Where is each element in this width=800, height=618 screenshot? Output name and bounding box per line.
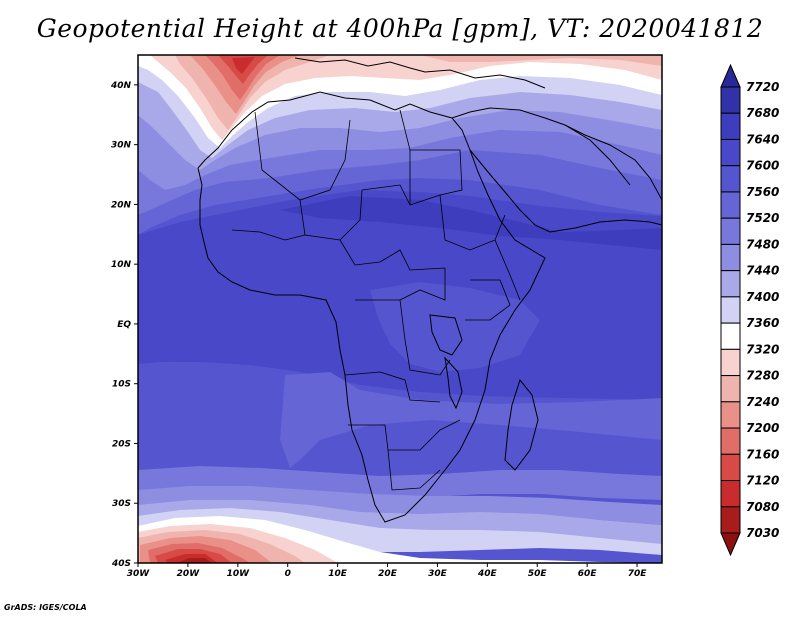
colorbar-label: 7080 — [746, 500, 779, 514]
lat-label: 40S — [111, 559, 131, 569]
colorbar-swatch — [720, 453, 741, 482]
lat-label: 20S — [112, 439, 131, 449]
lat-label: 10N — [111, 260, 132, 270]
plot-frame — [137, 54, 663, 564]
lon-label: 60E — [578, 569, 598, 579]
colorbar-swatch — [720, 165, 741, 193]
coastlines — [197, 57, 662, 523]
colorbar-label: 7560 — [746, 185, 779, 199]
colorbar-label: 7480 — [746, 237, 779, 251]
lon-label: 70E — [628, 569, 648, 579]
lat-label: 30S — [112, 499, 131, 509]
colorbar-min-arrow — [720, 532, 741, 557]
colorbar-label: 7600 — [746, 159, 779, 173]
lon-label: 30E — [428, 569, 448, 579]
colorbar-label: 7320 — [746, 342, 779, 356]
colorbar-label: 7400 — [746, 290, 779, 304]
lon-label: 10E — [328, 569, 348, 579]
lon-label: 10W — [227, 569, 251, 579]
colorbar-label: 7720 — [746, 80, 779, 94]
lon-label: 50E — [528, 569, 548, 579]
lon-label: 30W — [127, 569, 151, 579]
lat-label: 30N — [111, 141, 132, 151]
lon-label: 20E — [378, 569, 398, 579]
country-borders — [231, 109, 521, 491]
colorbar-swatch — [720, 217, 741, 245]
colorbar-swatch — [720, 112, 741, 140]
colorbar-label: 7160 — [746, 447, 779, 461]
lat-label: 10S — [112, 380, 131, 390]
colorbar: 7720 7680 7640 7600 7560 7520 7480 7440 7400 7360… — [720, 63, 779, 557]
colorbar-max-arrow — [720, 63, 741, 88]
colorbar-swatch — [720, 480, 741, 508]
colorbar-label: 7520 — [746, 211, 779, 225]
colorbar-swatch — [720, 270, 741, 298]
colorbar-label: 7200 — [746, 421, 779, 435]
lat-label: 20N — [111, 200, 132, 210]
colorbar-swatch — [720, 191, 741, 219]
colorbar-swatch — [720, 427, 741, 455]
lon-label: 0 — [285, 569, 291, 579]
grads-credit: GrADS: IGES/COLA — [4, 603, 87, 612]
colorbar-label: 7440 — [746, 264, 779, 278]
colorbar-swatch — [720, 375, 741, 403]
colorbar-swatch — [720, 506, 741, 534]
colorbar-label: 7120 — [746, 474, 779, 488]
colorbar-swatch — [720, 86, 741, 114]
colorbar-swatch — [720, 401, 741, 429]
height-field — [138, 55, 662, 563]
lon-label: 20W — [177, 569, 201, 579]
colorbar-swatch — [720, 296, 741, 324]
colorbar-swatch — [720, 138, 741, 167]
lat-label: EQ — [117, 320, 131, 330]
colorbar-label: 7360 — [746, 316, 779, 330]
lon-label: 40E — [477, 569, 498, 579]
colorbar-label: 7030 — [746, 526, 779, 540]
colorbar-label: 7280 — [746, 369, 779, 383]
colorbar-label: 7640 — [746, 132, 779, 146]
latitude-axis: 40N 30N 20N 10N EQ 10S 20S 30S 40S — [110, 81, 138, 569]
lat-label: 40N — [110, 81, 132, 91]
colorbar-swatch — [720, 243, 741, 272]
colorbar-label: 7240 — [746, 395, 779, 409]
colorbar-swatch — [720, 322, 741, 350]
colorbar-swatch — [720, 348, 741, 377]
map-title: Geopotential Height at 400hPa [gpm], VT:… — [36, 14, 764, 43]
colorbar-label: 7680 — [746, 106, 779, 120]
longitude-axis: 30W 20W 10W 0 10E 20E 30E 40E 50E 60E 70E — [127, 563, 647, 579]
